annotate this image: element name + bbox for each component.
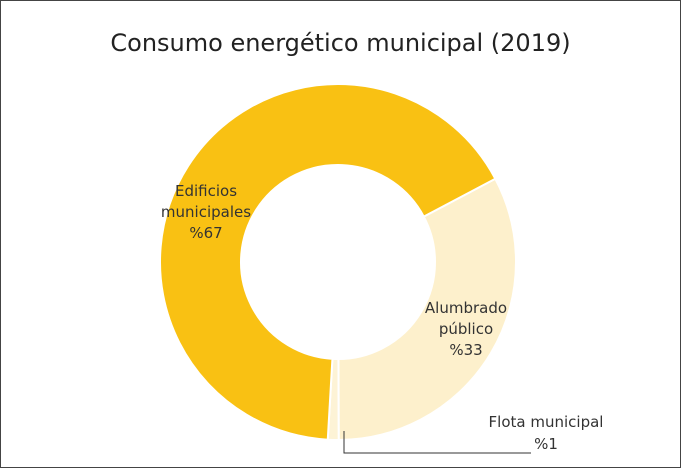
- leader-line: [343, 431, 531, 454]
- donut-slice: [337, 177, 517, 442]
- slice-label: Alumbrado público: [424, 299, 508, 338]
- slice-value-label: %67: [189, 224, 223, 242]
- slice-value-label: %1: [534, 435, 558, 453]
- donut-slice: [159, 83, 497, 441]
- slice-label: Flota municipal: [488, 413, 604, 431]
- chart-title: Consumo energético municipal (2019): [110, 29, 571, 57]
- slice-label: Edificios municipales: [160, 182, 252, 221]
- slice-value-label: %33: [449, 341, 483, 359]
